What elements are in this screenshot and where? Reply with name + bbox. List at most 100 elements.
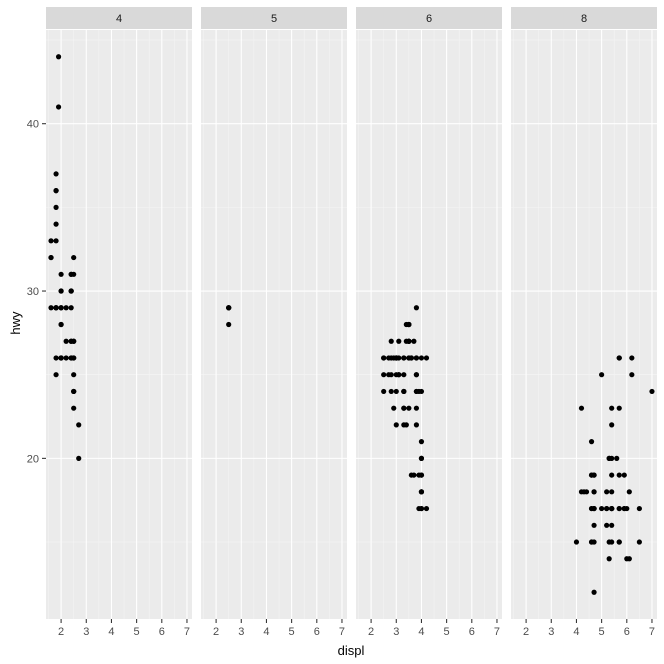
x-tick-label: 7 — [494, 626, 500, 638]
x-tick-label: 4 — [108, 626, 114, 638]
data-point — [71, 271, 77, 277]
data-point — [418, 489, 425, 495]
data-point — [53, 305, 59, 311]
data-point — [616, 472, 622, 478]
x-tick-label: 5 — [289, 626, 295, 638]
data-point — [393, 388, 399, 395]
data-point — [408, 472, 414, 478]
data-point — [401, 388, 407, 395]
data-point — [48, 254, 54, 261]
data-point — [423, 355, 430, 361]
data-point — [53, 204, 59, 210]
data-point — [396, 338, 402, 344]
data-point — [68, 338, 74, 344]
data-point — [391, 405, 397, 411]
x-tick-label: 3 — [548, 626, 554, 638]
data-point — [578, 489, 585, 495]
x-tick-label: 4 — [263, 626, 269, 638]
x-tick-label: 3 — [393, 626, 399, 638]
data-point — [386, 355, 392, 361]
data-point — [649, 388, 655, 395]
facet-strip — [201, 7, 347, 29]
x-axis: 2 3 4 5 6 7 — [213, 619, 345, 638]
data-point — [48, 238, 54, 244]
x-tick-label: 6 — [469, 626, 475, 638]
data-point — [63, 305, 69, 311]
data-point — [616, 505, 622, 512]
data-point — [609, 405, 615, 411]
data-point — [401, 355, 407, 361]
data-point — [226, 305, 232, 311]
data-point — [53, 355, 59, 361]
data-point — [58, 271, 64, 277]
data-point — [68, 305, 74, 311]
x-tick-label: 4 — [418, 626, 424, 638]
data-point — [413, 305, 420, 311]
data-point — [388, 388, 394, 395]
x-tick-label: 7 — [649, 626, 655, 638]
data-point — [381, 355, 387, 361]
facet-panel-6: 6 2 3 4 5 6 7 — [356, 7, 502, 638]
x-tick-label: 5 — [134, 626, 140, 638]
data-point — [53, 188, 59, 194]
data-point — [403, 422, 409, 428]
gridlines — [201, 30, 347, 619]
data-point — [599, 505, 605, 512]
x-tick-label: 2 — [58, 626, 64, 638]
data-point — [413, 372, 420, 378]
data-point — [616, 355, 622, 361]
data-point — [58, 305, 64, 311]
data-point — [388, 338, 394, 344]
x-tick-label: 3 — [83, 626, 89, 638]
data-point — [636, 539, 642, 545]
data-point — [76, 455, 82, 461]
data-point — [588, 472, 595, 478]
x-tick-label: 6 — [624, 626, 630, 638]
x-tick-label: 5 — [444, 626, 450, 638]
data-point — [573, 539, 580, 545]
data-point — [616, 539, 622, 545]
data-point — [53, 221, 59, 227]
gridlines — [356, 30, 502, 619]
data-point — [591, 489, 597, 495]
points — [381, 305, 430, 512]
x-axis: 2 3 4 5 6 7 — [368, 619, 500, 638]
facet-strip — [511, 7, 657, 29]
data-point — [413, 422, 420, 428]
facet-strip-label: 4 — [116, 13, 122, 25]
facet-panel-5: 5 2 3 4 5 6 7 — [201, 7, 347, 638]
x-tick-label: 7 — [184, 626, 190, 638]
data-point — [609, 422, 615, 428]
data-point — [609, 522, 615, 528]
data-point — [588, 539, 595, 545]
facet-panel-8: 8 2 3 4 5 6 7 — [511, 7, 657, 638]
gridlines — [46, 30, 192, 619]
data-point — [621, 472, 627, 478]
data-point — [418, 439, 425, 445]
data-point — [578, 405, 585, 411]
x-tick-label: 2 — [368, 626, 374, 638]
data-point — [58, 355, 64, 361]
facet-strip — [356, 7, 502, 29]
data-point — [626, 489, 632, 495]
data-point — [406, 321, 412, 328]
data-point — [48, 305, 54, 311]
data-point — [226, 321, 232, 328]
data-point — [606, 556, 612, 562]
facet-strip — [46, 7, 192, 29]
y-tick-label: 20 — [27, 453, 39, 465]
data-point — [401, 405, 407, 411]
data-point — [604, 522, 610, 528]
data-point — [599, 372, 605, 378]
data-point — [609, 505, 615, 512]
x-tick-label: 4 — [573, 626, 579, 638]
data-point — [71, 388, 77, 395]
panel-background — [511, 30, 657, 619]
points — [226, 305, 232, 328]
panel-background — [46, 30, 192, 619]
data-point — [418, 455, 425, 461]
y-axis: 20 30 40 — [27, 119, 46, 465]
y-axis-title: hwy — [8, 311, 23, 335]
x-tick-label: 7 — [339, 626, 345, 638]
